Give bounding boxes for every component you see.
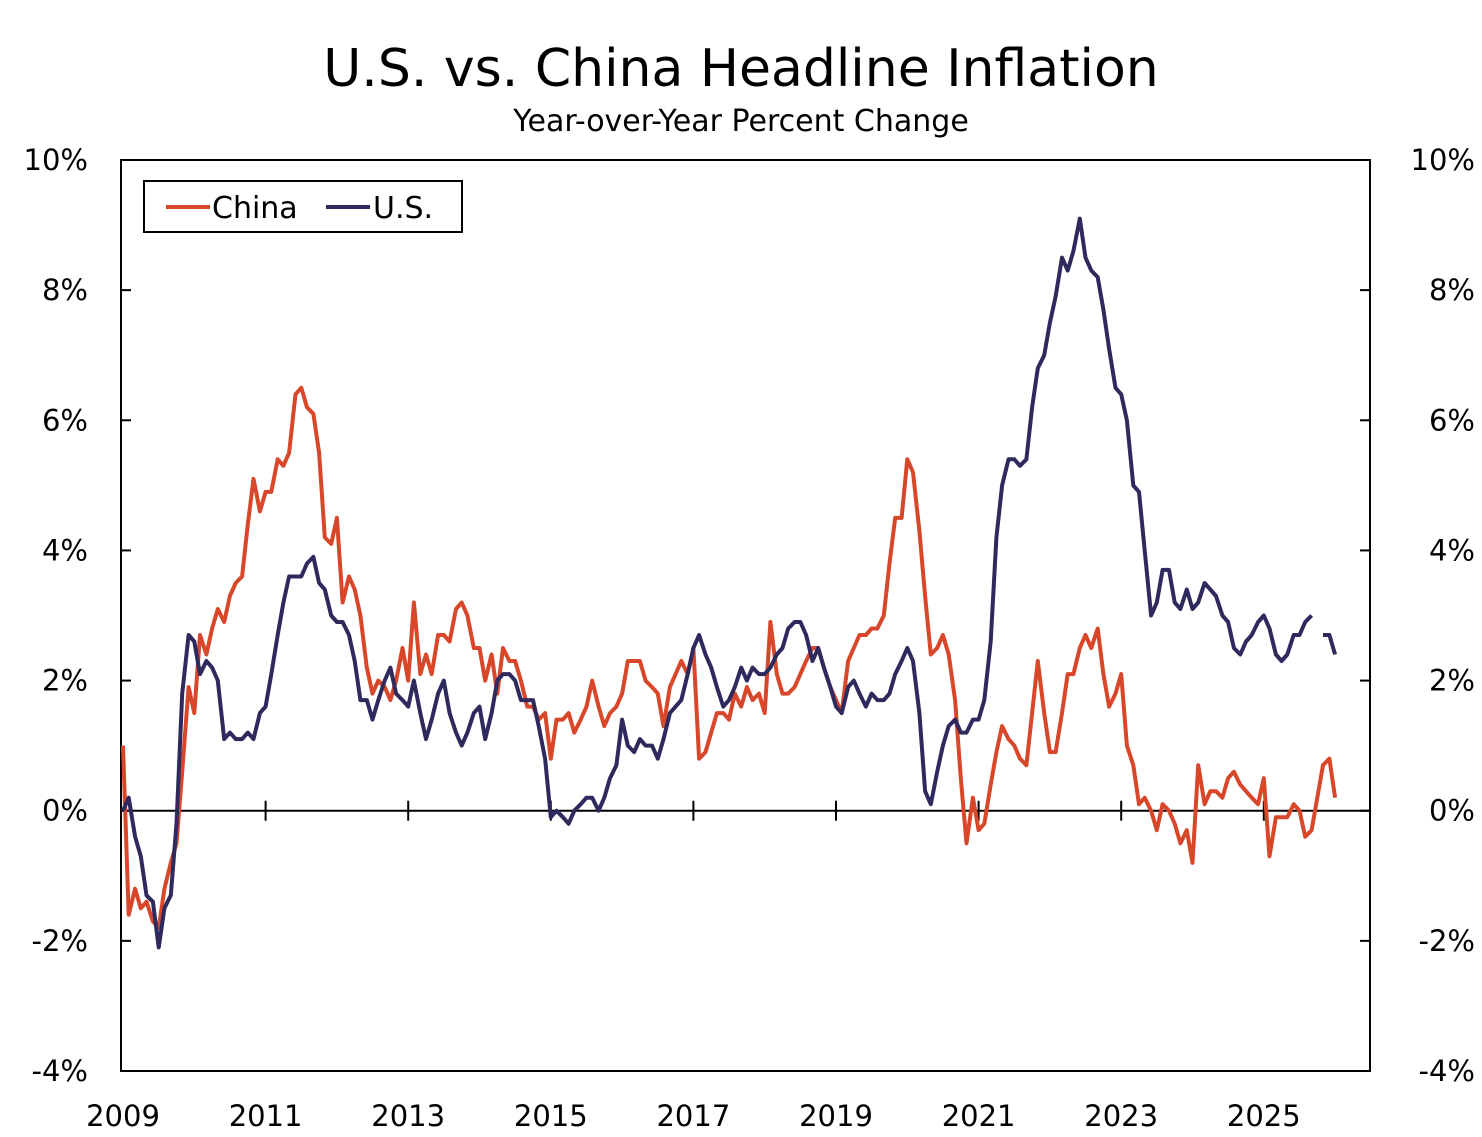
x-tick-label: 2017 <box>656 1099 730 1133</box>
x-tick-label: 2019 <box>799 1099 873 1133</box>
series-line-us <box>121 216 1338 950</box>
y-tick-label-left: -2% <box>32 924 88 958</box>
y-tick-label-left: 2% <box>42 664 88 698</box>
x-tick-label: 2021 <box>942 1099 1016 1133</box>
y-tick-label-right: -2% <box>1419 924 1475 958</box>
x-tick-label: 2025 <box>1227 1099 1301 1133</box>
y-tick-label-left: -4% <box>32 1054 88 1088</box>
y-tick-label-right: 6% <box>1429 403 1475 437</box>
y-tick-label-right: 4% <box>1429 533 1475 567</box>
axes: -4% -4% -2% -2% 0% 0% 2% 2% 4% 4% 6% 6% 8% 8% 10% 10% 20… <box>24 143 1475 1133</box>
y-tick-label-left: 4% <box>42 533 88 567</box>
legend-label-us: U.S. <box>373 191 433 226</box>
y-tick-label-right: 8% <box>1429 273 1475 307</box>
y-tick-label-right: 0% <box>1429 794 1475 828</box>
y-tick-label-right: 10% <box>1411 143 1475 177</box>
y-tick-label-right: -4% <box>1419 1054 1475 1088</box>
x-tick-label: 2015 <box>514 1099 588 1133</box>
x-tick-label: 2011 <box>229 1099 303 1133</box>
legend-label-china: China <box>212 191 298 226</box>
chart-title: U.S. vs. China Headline Inflation <box>323 39 1159 99</box>
y-tick-label-left: 6% <box>42 403 88 437</box>
y-tick-label-left: 10% <box>24 143 88 177</box>
x-tick-label: 2013 <box>371 1099 445 1133</box>
series-line-china <box>121 385 1338 930</box>
y-tick-label-left: 8% <box>42 273 88 307</box>
legend: China U.S. <box>143 180 463 233</box>
y-tick-label-right: 2% <box>1429 664 1475 698</box>
x-tick-label: 2009 <box>86 1099 160 1133</box>
y-tick-label-left: 0% <box>42 794 88 828</box>
x-tick-label: 2023 <box>1084 1099 1158 1133</box>
plot-frame <box>120 159 1371 1072</box>
chart-subtitle: Year-over-Year Percent Change <box>512 104 969 139</box>
series-layer <box>121 216 1338 950</box>
